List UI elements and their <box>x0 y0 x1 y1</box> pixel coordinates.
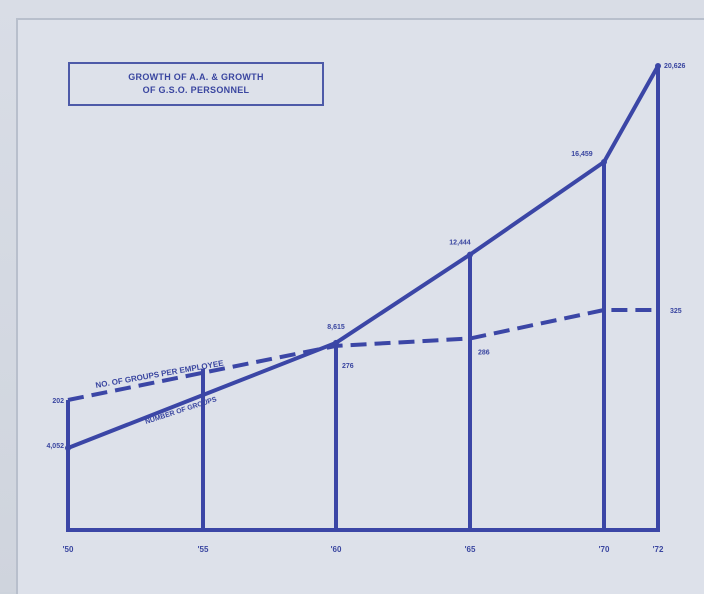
chart-title: GROWTH OF A.A. & GROWTH OF G.S.O. PERSON… <box>68 62 324 106</box>
value-label-per-employee: 276 <box>342 363 354 370</box>
value-label-groups: 20,626 <box>664 63 686 70</box>
value-label-per-employee: 202 <box>52 398 64 405</box>
value-label-groups: 4,052 <box>46 443 64 450</box>
chart-title-line-2: OF G.S.O. PERSONNEL <box>142 85 250 95</box>
value-label-per-employee: 325 <box>670 308 682 315</box>
chart-title-line-1: GROWTH OF A.A. & GROWTH <box>128 72 264 82</box>
value-label-groups: 8,615 <box>327 324 345 331</box>
x-tick-label: '65 <box>465 545 476 554</box>
x-tick-label: '50 <box>63 545 74 554</box>
x-tick-label: '72 <box>653 545 664 554</box>
series-label-number-of-groups: NUMBER OF GROUPS <box>144 396 217 426</box>
data-point-groups-50 <box>65 445 71 451</box>
data-point-groups-60 <box>333 339 339 346</box>
x-tick-label: '60 <box>331 545 342 554</box>
series-label-groups-per-employee: NO. OF GROUPS PER EMPLOYEE <box>95 358 225 390</box>
value-label-groups: 12,444 <box>449 240 471 247</box>
series-groups-per-employee-line <box>67 308 658 402</box>
series-number-of-groups-line <box>67 65 660 450</box>
x-tick-label: '55 <box>198 545 209 554</box>
value-label-groups: 16,459 <box>571 151 593 158</box>
data-point-groups-65 <box>467 251 473 258</box>
x-tick-label: '70 <box>599 545 610 554</box>
value-label-per-employee: 286 <box>478 350 490 357</box>
data-point-groups-70 <box>601 159 607 166</box>
chart-panel <box>16 18 704 594</box>
data-point-groups-72 <box>655 63 661 69</box>
